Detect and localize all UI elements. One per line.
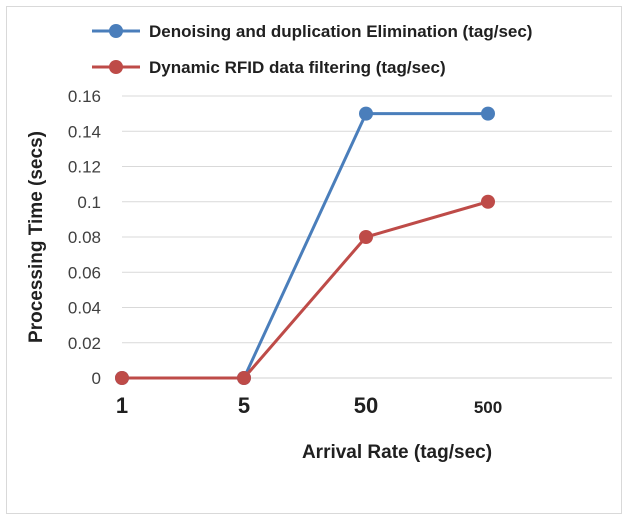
x-tick-label: 50: [354, 393, 378, 418]
chart-frame: [6, 6, 622, 514]
x-axis-title: Arrival Rate (tag/sec): [302, 442, 492, 463]
data-point: [359, 106, 373, 121]
data-point: [481, 194, 495, 209]
y-tick-label: 0.1: [77, 193, 101, 212]
y-tick-label: 0.14: [68, 122, 101, 141]
legend: Denoising and duplication Elimination (t…: [92, 22, 532, 77]
legend-label: Denoising and duplication Elimination (t…: [149, 22, 532, 41]
y-tick-label: 0.08: [68, 228, 101, 247]
x-tick-label: 500: [474, 398, 502, 417]
y-tick-label: 0.12: [68, 158, 101, 177]
series-line: [122, 112, 488, 380]
legend-marker: [109, 60, 123, 74]
y-tick-label: 0: [92, 369, 101, 388]
series-layer: [115, 106, 495, 385]
x-tick-label: 5: [238, 393, 250, 418]
legend-marker: [109, 24, 123, 38]
data-point: [481, 106, 495, 121]
data-point: [359, 230, 373, 244]
y-axis-title: Processing Time (secs): [26, 131, 47, 343]
data-point: [115, 371, 129, 385]
x-axis-ticks: 1 5 50 500: [116, 393, 502, 418]
y-tick-label: 0.06: [68, 263, 101, 282]
y-tick-label: 0.02: [68, 334, 101, 353]
y-tick-label: 0.04: [68, 299, 101, 318]
legend-label: Dynamic RFID data filtering (tag/sec): [149, 58, 446, 77]
y-axis-ticks: 0 0.02 0.04 0.06 0.08 0.1 0.12 0.14 0.16: [68, 87, 101, 388]
series-line: [122, 200, 489, 380]
x-tick-label: 1: [116, 393, 128, 418]
data-point: [237, 371, 251, 385]
y-tick-label: 0.16: [68, 87, 101, 106]
gridlines: [122, 95, 612, 344]
